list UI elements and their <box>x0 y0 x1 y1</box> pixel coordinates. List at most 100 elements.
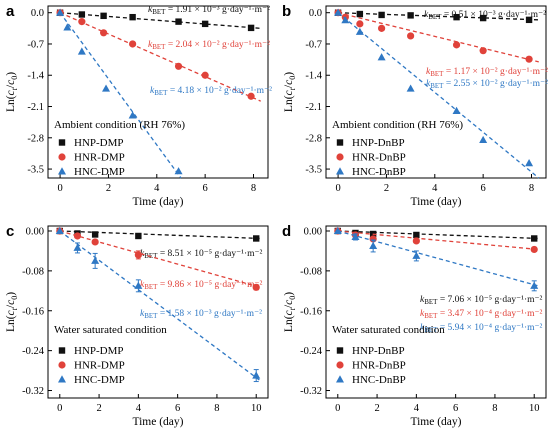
x-axis-label: Time (day) <box>132 416 183 428</box>
data-point-triangle <box>412 251 421 259</box>
y-tick-label: -0.16 <box>300 306 322 317</box>
legend-entry: HNP-DnBP <box>336 345 405 357</box>
chart-panel-d: d 0 2 4 6 8 10 0.00 -0.08 -0.16 -0.24 -0.32 Time (da… <box>282 223 547 428</box>
data-point-square <box>531 235 538 242</box>
panel-letter: a <box>6 3 15 20</box>
data-point-triangle <box>334 8 343 16</box>
k-bet-annotation: kBET = 2.04 × 10⁻² g·day⁻¹·m⁻² <box>148 40 270 51</box>
x-axis-label: Time (day) <box>132 196 183 208</box>
k-bet-annotation: kBET = 1.17 × 10⁻² g·day⁻¹·m⁻² <box>426 67 548 78</box>
legend-label: HNP-DMP <box>74 137 124 149</box>
x-axis-label: Time (day) <box>410 196 461 208</box>
data-point-circle <box>336 361 344 369</box>
x-tick-label: 2 <box>384 183 389 194</box>
condition-label: Water saturated condition <box>332 324 445 336</box>
x-tick-label: 8 <box>214 403 219 414</box>
data-point-triangle <box>58 167 66 175</box>
data-point-triangle <box>369 241 378 249</box>
data-point-circle <box>174 62 183 70</box>
legend-entry: HNP-DMP <box>58 137 124 149</box>
x-tick-label: 4 <box>432 183 438 194</box>
k-bet-annotation: kBET = 5.94 × 10⁻⁴ g·day⁻¹·m⁻² <box>420 323 543 334</box>
data-point-circle <box>356 20 364 28</box>
x-tick-label: 8 <box>251 183 256 194</box>
x-tick-label: 4 <box>154 183 160 194</box>
data-point-triangle <box>525 159 534 167</box>
fit-line <box>337 230 539 251</box>
x-tick-label: 8 <box>529 183 534 194</box>
k-bet-annotation: kBET = 4.18 × 10⁻² g·day⁻¹·m⁻² <box>150 86 272 97</box>
y-tick-label: -0.08 <box>22 266 44 277</box>
legend-entry: HNP-DnBP <box>336 137 405 149</box>
y-tick-label: -0.24 <box>22 346 45 357</box>
data-point-triangle <box>452 106 461 114</box>
x-axis-label: Time (day) <box>410 416 461 428</box>
legend-entry: HNC-DMP <box>58 374 125 386</box>
series-HNR-DMP <box>56 9 262 102</box>
data-point-circle <box>58 361 66 369</box>
data-point-triangle <box>73 243 82 251</box>
y-tick-label: 0.0 <box>309 8 322 19</box>
data-point-triangle <box>355 27 364 35</box>
legend-label: HNP-DnBP <box>352 137 405 149</box>
data-point-triangle <box>55 226 64 234</box>
data-point-triangle <box>174 167 183 175</box>
fit-line <box>59 12 262 102</box>
legend-entry: HNP-DMP <box>58 345 124 357</box>
plot-frame <box>47 225 269 399</box>
data-point-triangle <box>91 256 100 264</box>
data-point-triangle <box>56 8 65 16</box>
legend-label: HNC-DMP <box>74 166 125 178</box>
y-tick-label: -3.5 <box>305 165 322 176</box>
data-point-circle <box>78 18 86 26</box>
data-point-triangle <box>479 135 488 144</box>
condition-label: Water saturated condition <box>54 324 167 336</box>
data-point-circle <box>58 153 66 161</box>
legend-entry: HNR-DMP <box>58 360 125 372</box>
data-point-circle <box>479 47 487 55</box>
x-tick-label: 4 <box>414 403 420 414</box>
k-bet-annotation: kBET = 7.06 × 10⁻⁵ g·day⁻¹·m⁻² <box>420 295 543 306</box>
data-point-square <box>453 13 460 21</box>
data-point-circle <box>336 153 344 161</box>
data-point-square <box>201 20 209 28</box>
chart-panel-a: a 0 2 4 6 8 0.0 -0.7 -1.4 -2.1 -2.8 -3.5 Time (day) L… <box>5 3 272 208</box>
data-point-circle <box>91 238 99 246</box>
y-tick-label: -1.4 <box>305 71 322 82</box>
y-tick-label: -0.08 <box>300 266 322 277</box>
data-point-triangle <box>134 281 143 289</box>
x-tick-label: 10 <box>529 403 540 414</box>
data-point-circle <box>452 41 461 49</box>
data-point-triangle <box>63 23 72 31</box>
y-axis-label: Ln(ct/c0) <box>5 292 19 332</box>
panel-letter: b <box>282 3 291 20</box>
data-point-square <box>378 11 385 19</box>
y-tick-label: -2.8 <box>27 133 44 144</box>
chart-panel-b: b 0 2 4 6 8 0.0 -0.7 -1.4 -2.1 -2.8 -3.5 Time (day) L… <box>282 3 548 208</box>
y-tick-label: -1.4 <box>27 71 44 82</box>
fit-line <box>337 12 540 179</box>
x-tick-label: 6 <box>203 183 208 194</box>
data-point-square <box>78 11 86 18</box>
fit-line <box>338 12 539 21</box>
data-point-square <box>336 139 344 146</box>
x-tick-label: 10 <box>251 403 262 414</box>
legend-entry: HNR-DMP <box>58 152 125 164</box>
data-point-square <box>413 231 420 239</box>
data-point-circle <box>100 29 108 37</box>
legend-label: HNR-DMP <box>74 360 125 372</box>
x-tick-label: 0 <box>335 403 340 414</box>
y-tick-label: -0.24 <box>300 346 323 357</box>
y-tick-label: -0.16 <box>22 306 44 317</box>
y-axis-label: Ln(ct/c0) <box>5 72 19 112</box>
plot-frame <box>47 5 269 179</box>
data-point-triangle <box>336 167 344 175</box>
panel-letter: c <box>6 223 14 240</box>
legend-entry: HNC-DnBP <box>336 374 406 386</box>
y-tick-label: 0.00 <box>26 226 44 237</box>
legend-label: HNC-DMP <box>74 374 125 386</box>
y-tick-label: -2.1 <box>305 102 322 113</box>
fit-line <box>337 230 539 287</box>
data-point-circle <box>407 32 415 40</box>
data-point-triangle <box>406 84 415 92</box>
